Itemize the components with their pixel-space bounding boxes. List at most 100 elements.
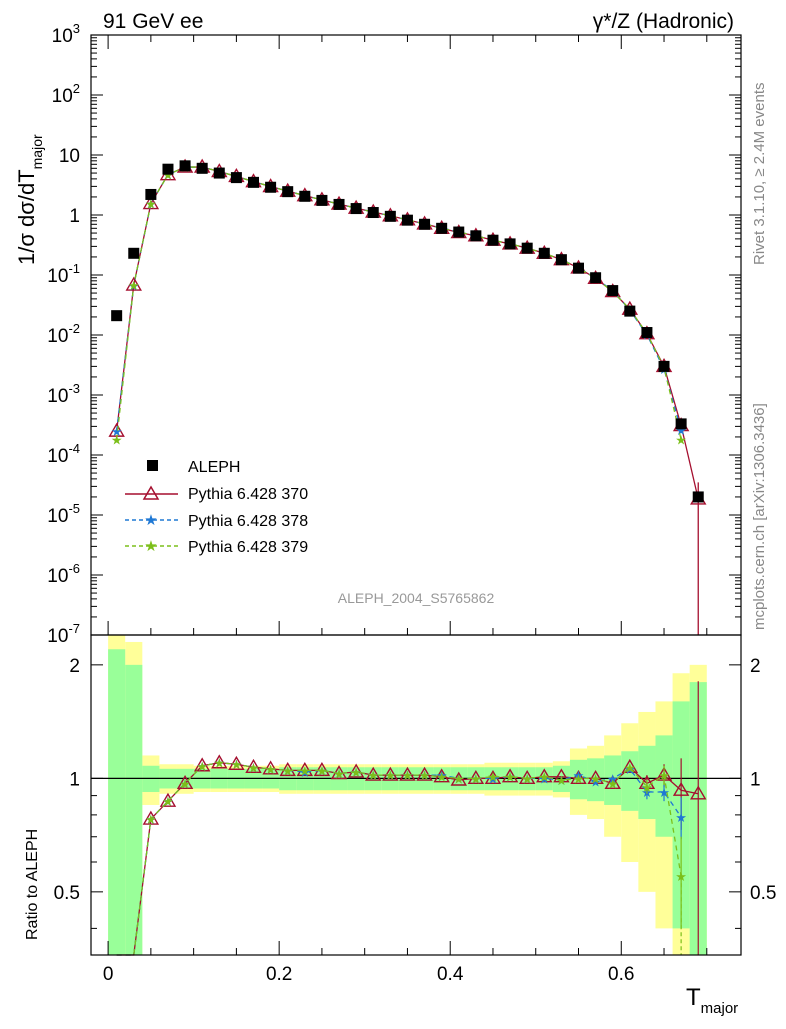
y-tick-label: 10-1 xyxy=(47,261,80,287)
ratio-series: ★★★★ ★ ★ ★ ★ ★ ★ ★ ★ ★ ★ ★ ★ ★ ★ ★ ★ ★ ★ ★ ★ ★ ★ ★ ★★★ ★★★★★★ ★ ★ ★ ★… xyxy=(116,681,707,956)
ratio-series-marker: ★ xyxy=(487,771,499,786)
ratio-series-marker xyxy=(228,755,245,770)
ratio-series-marker xyxy=(211,754,228,769)
aleph-data-point xyxy=(367,207,379,219)
x-tick-label: 0.6 xyxy=(608,964,634,985)
ratio-series-marker xyxy=(536,768,553,783)
legend-label-379: Pythia 6.428 379 xyxy=(188,539,308,556)
y-tick-label: 102 xyxy=(52,81,80,107)
y-tick-label: 10-5 xyxy=(47,501,80,527)
aleph-data-point xyxy=(487,234,499,246)
ratio-series-marker xyxy=(501,768,519,783)
right-title: γ*/Z (Hadronic) xyxy=(593,10,734,33)
x-tick-label: 0.4 xyxy=(437,964,464,985)
aleph-data-point xyxy=(453,226,465,238)
ratio-series-marker: ★ xyxy=(213,756,225,771)
ratio-series-marker xyxy=(159,792,177,807)
aleph-data-point xyxy=(538,247,550,259)
ratio-tick-label: 1 xyxy=(69,769,80,790)
ratio-plot-frame xyxy=(90,634,742,956)
legend-label-378: Pythia 6.428 378 xyxy=(188,513,308,530)
y-tick-label: 1 xyxy=(69,206,80,227)
ratio-series-marker: ★ xyxy=(316,763,328,778)
x-axis-label-text: T xyxy=(686,984,701,1011)
ratio-series-marker: ★ xyxy=(162,794,174,809)
ratio-series-marker: ★ xyxy=(658,785,670,800)
y-axis-label-text: 1/σ dσ/dT xyxy=(14,169,39,265)
aleph-data-point xyxy=(196,162,208,174)
ratio-series-marker: ★ xyxy=(299,763,311,778)
aleph-data-point xyxy=(230,172,242,184)
aleph-data-point xyxy=(419,218,431,230)
ratio-series-marker: ★ xyxy=(607,771,619,786)
ratio-series-marker: ★ xyxy=(504,770,516,785)
y-tick-label: 10-4 xyxy=(47,441,80,467)
aleph-data-point xyxy=(504,238,516,250)
ratio-tick-label-right: 2 xyxy=(750,656,761,677)
x-tick-label: 0.2 xyxy=(266,964,292,985)
y-tick-label: 10 xyxy=(59,146,80,167)
stat-uncertainty-band xyxy=(125,664,143,955)
aleph-data-point xyxy=(248,176,259,188)
ratio-series-marker: ★ xyxy=(248,760,260,775)
ratio-series-marker: ★ xyxy=(521,771,533,786)
ratio-series-marker: ★ xyxy=(453,771,465,786)
ratio-series-marker: ★ xyxy=(504,770,516,785)
aleph-data-point xyxy=(436,222,448,234)
aleph-data-point xyxy=(470,230,482,242)
ratio-series-marker xyxy=(313,761,331,777)
aleph-data-point xyxy=(624,305,636,317)
ratio-tick-label-right: 0.5 xyxy=(750,883,776,904)
aleph-data-point xyxy=(128,247,140,259)
ratio-series-marker: ★ xyxy=(385,768,397,783)
y-tick-label: 10-3 xyxy=(47,381,80,407)
svg-text:1/σ dσ/dTmajor: 1/σ dσ/dTmajor xyxy=(14,134,45,265)
legend-marker-aleph xyxy=(147,460,158,471)
aleph-data-point xyxy=(299,190,311,202)
ratio-series-marker xyxy=(553,768,570,783)
main-series-line xyxy=(116,166,682,432)
main-series-marker: ★ xyxy=(128,278,140,293)
legend-marker-378: ★ xyxy=(144,512,157,529)
ratio-series-marker: ★ xyxy=(573,771,585,786)
ratio-series-marker xyxy=(399,766,416,781)
aleph-data-point xyxy=(521,242,533,254)
ratio-series-marker xyxy=(416,766,433,781)
stat-uncertainty-band xyxy=(108,649,126,955)
ratio-series-marker: ★ xyxy=(658,768,670,783)
aleph-data-point xyxy=(350,203,362,215)
ratio-series-marker xyxy=(690,785,707,800)
ratio-series-marker: ★ xyxy=(538,771,550,786)
legend: ALEPH Pythia 6.428 370 ★ Pythia 6.428 37… xyxy=(125,459,308,556)
ratio-series-marker: ★ xyxy=(590,775,602,790)
ratio-series-marker xyxy=(296,761,314,777)
ratio-series-marker: ★ xyxy=(470,771,482,786)
ratio-series-marker xyxy=(245,758,262,773)
y-axis-label-main: 1/σ dσ/dTmajor xyxy=(14,134,45,265)
left-title: 91 GeV ee xyxy=(103,10,203,33)
ratio-series-marker: ★ xyxy=(265,762,277,777)
main-series-marker: ★ xyxy=(162,168,174,183)
x-axis-label: Tmajor xyxy=(686,984,738,1017)
aleph-data-point xyxy=(590,272,602,284)
stat-uncertainty-band xyxy=(621,751,639,811)
svg-text:Tmajor: Tmajor xyxy=(686,984,738,1017)
main-series-marker: ★ xyxy=(675,433,687,448)
legend-label-aleph: ALEPH xyxy=(188,459,240,476)
stat-uncertainty-band xyxy=(569,759,588,800)
aleph-data-point xyxy=(282,186,294,198)
ratio-series-marker: ★ xyxy=(487,770,499,785)
aleph-data-point xyxy=(401,214,413,226)
ratio-series-marker: ★ xyxy=(624,760,636,775)
aleph-data-point xyxy=(333,198,345,210)
main-series-marker xyxy=(142,195,160,210)
ratio-series-marker: ★ xyxy=(367,768,379,783)
ratio-series-marker: ★ xyxy=(179,776,191,791)
ratio-tick-label: 0.5 xyxy=(54,883,80,904)
ratio-series-marker: ★ xyxy=(573,768,585,783)
ratio-series-marker: ★ xyxy=(350,765,362,780)
ratio-series-marker: ★ xyxy=(299,765,311,780)
y-axis-label-sub: major xyxy=(29,134,45,169)
aleph-data-point xyxy=(162,163,174,175)
main-series-marker: ★ xyxy=(675,423,687,438)
